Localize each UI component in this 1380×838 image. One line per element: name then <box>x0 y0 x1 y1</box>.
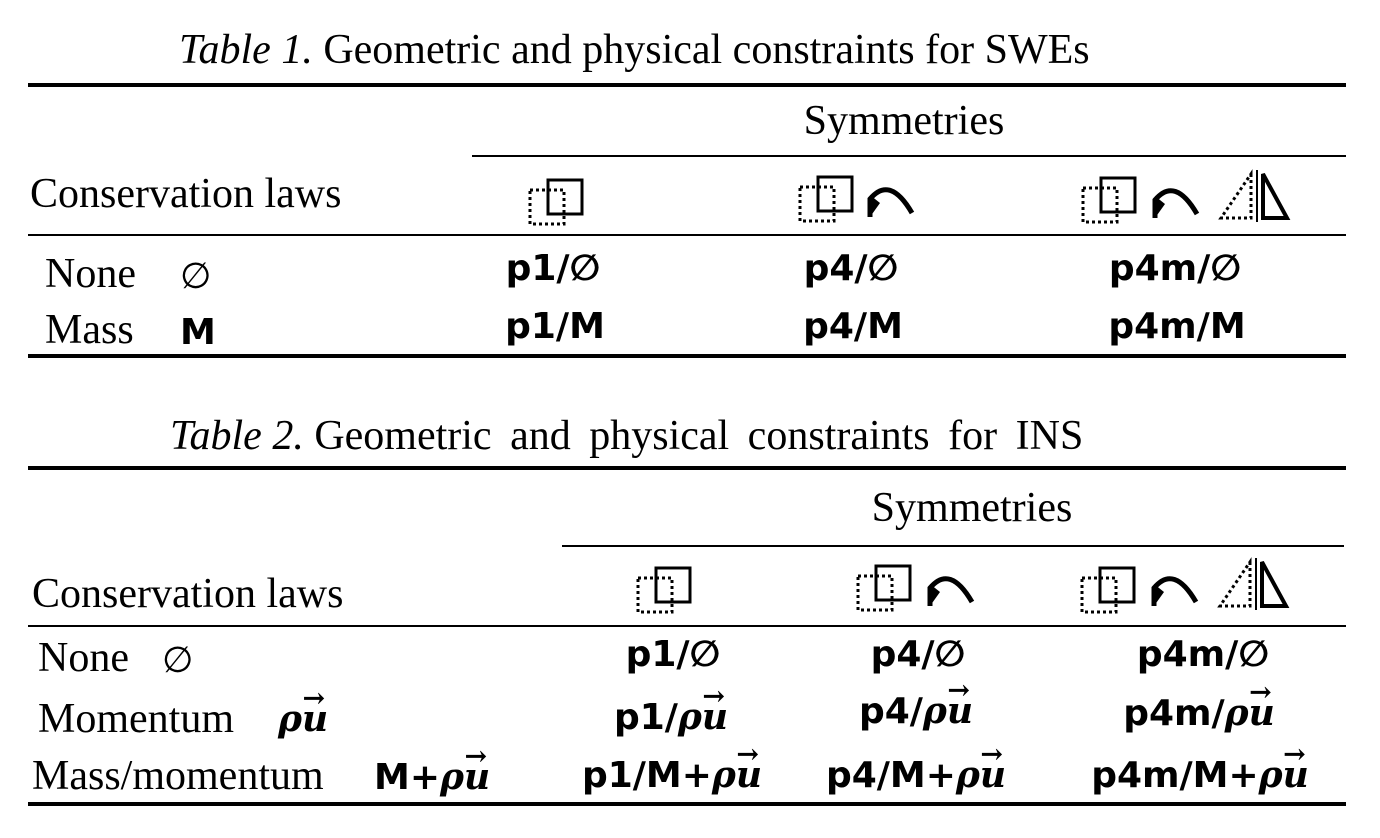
table-2-laws-header: Conservation laws <box>32 571 344 617</box>
table-2-top-rule <box>28 466 1346 470</box>
table-2-row-3-cell-p4m: p4m/M+ρu <box>1091 739 1309 796</box>
table-1-bottom-rule <box>28 354 1346 358</box>
reflection-icon <box>1217 557 1290 610</box>
table-2-symmetries-rule <box>562 545 1344 547</box>
table-1-row-1-cell-p4m: p4m/∅ <box>1108 248 1242 289</box>
table-1-caption: Table 1. Geometric and physical constrai… <box>179 26 1090 74</box>
table-2-bottom-rule <box>28 802 1346 806</box>
table-2-row-2-cell-p1: p1/ρu <box>614 681 728 738</box>
table-2-row-2-law-symbol: ρu <box>278 683 328 740</box>
translation-icon <box>798 175 854 223</box>
table-2-row-3-law: Mass/momentum <box>32 753 324 799</box>
rotation-icon <box>1151 576 1199 606</box>
table-2-row-1-cell-p1: p1/∅ <box>625 634 721 675</box>
rotation-icon <box>1152 188 1200 218</box>
table-1-header-rule <box>28 234 1346 236</box>
table-2-row-3-cell-p1: p1/M+ρu <box>582 739 762 796</box>
table-2-symmetries-header: Symmetries <box>871 485 1073 531</box>
table-2-caption-label: Table 2. <box>170 413 304 459</box>
table-1-row-2-law-symbol: M <box>180 312 216 353</box>
table-1-row-1-law: None <box>45 251 136 297</box>
table-1-row-2-cell-p4: p4/M <box>803 306 903 347</box>
table-2-row-2-cell-p4: p4/ρu <box>859 675 973 732</box>
table-1-row-2-law: Mass <box>45 307 134 353</box>
table-2-row-1-cell-p4: p4/∅ <box>870 634 966 675</box>
translation-icon <box>1081 176 1137 224</box>
table-1-row-2-cell-p4m: p4m/M <box>1108 306 1246 347</box>
table-1-symmetries-header: Symmetries <box>803 98 1005 144</box>
table-2-row-1-law: None <box>38 635 129 681</box>
table-2-caption: Table 2. Geometric and physical constrai… <box>170 412 1083 460</box>
table-2-header-rule <box>28 625 1346 627</box>
table-1-symmetries-rule <box>472 155 1346 157</box>
translation-icon <box>856 564 912 612</box>
reflection-icon <box>1218 169 1291 222</box>
translation-icon <box>528 178 584 226</box>
table-2-row-3-law-symbol: M+ρu <box>374 741 490 798</box>
table-2-row-1-law-symbol: ∅ <box>162 640 194 681</box>
table-1-row-2-cell-p1: p1/M <box>505 306 605 347</box>
table-2-row-2-law: Momentum <box>38 696 234 742</box>
translation-icon <box>1080 566 1136 614</box>
table-1-row-1-law-symbol: ∅ <box>180 256 212 297</box>
table-2-row-3-cell-p4: p4/M+ρu <box>826 739 1006 796</box>
table-1-row-1-cell-p4: p4/∅ <box>803 248 899 289</box>
table-2-caption-text: Geometric and physical constraints for I… <box>314 413 1084 459</box>
table-1-caption-text: Geometric and physical constraints for S… <box>323 27 1090 73</box>
rotation-icon <box>927 576 975 606</box>
table-1-caption-label: Table 1. <box>179 27 313 73</box>
translation-icon <box>636 566 692 614</box>
table-1-row-1-cell-p1: p1/∅ <box>505 248 601 289</box>
table-1-top-rule <box>28 83 1346 87</box>
rotation-icon <box>867 187 915 217</box>
table-1-laws-header: Conservation laws <box>30 171 342 217</box>
table-2-row-1-cell-p4m: p4m/∅ <box>1136 634 1270 675</box>
table-2-row-2-cell-p4m: p4m/ρu <box>1123 677 1275 734</box>
